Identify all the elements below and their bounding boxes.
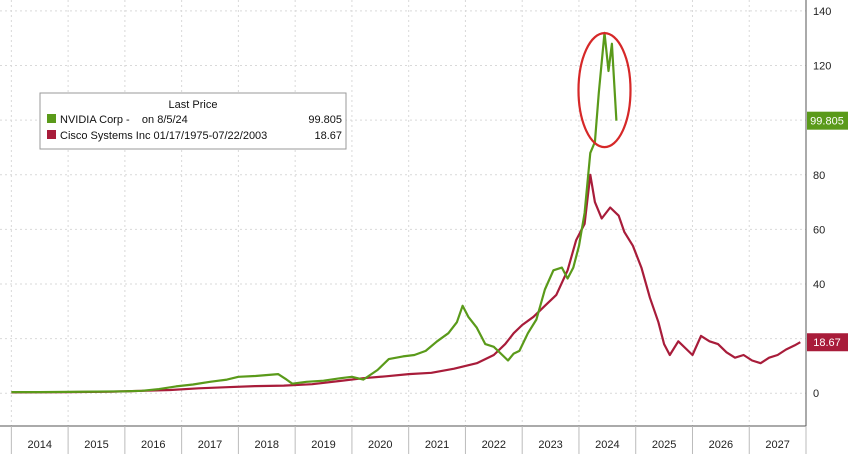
x-tick-label: 2019 bbox=[311, 439, 335, 451]
legend-value-cisco: 18.67 bbox=[314, 130, 342, 142]
x-tick-label: 2014 bbox=[27, 439, 51, 451]
legend-label-cisco: Cisco Systems Inc 01/17/1975-07/22/2003 bbox=[60, 130, 267, 142]
legend-header: Last Price bbox=[169, 99, 218, 111]
last-value-text-cisco: 18.67 bbox=[813, 337, 841, 349]
legend-box bbox=[39, 92, 347, 150]
x-tick-label: 2026 bbox=[709, 439, 733, 451]
y-tick-label: 140 bbox=[813, 6, 831, 18]
y-tick-label: 60 bbox=[813, 224, 825, 236]
legend-swatch-nvidia bbox=[47, 114, 56, 123]
x-tick-label: 2023 bbox=[538, 439, 562, 451]
x-tick-label: 2022 bbox=[482, 439, 506, 451]
series-layer bbox=[11, 31, 801, 394]
y-tick-label: 0 bbox=[813, 388, 819, 400]
x-tick-label: 2024 bbox=[595, 439, 619, 451]
y-tick-label: 40 bbox=[813, 279, 825, 291]
last-value-text-nvidia: 99.805 bbox=[810, 116, 844, 128]
x-tick-label: 2027 bbox=[765, 439, 789, 451]
y-tick-label: 80 bbox=[813, 170, 825, 182]
annotation-circle bbox=[577, 32, 632, 149]
series-line-nvidia bbox=[11, 31, 618, 394]
x-tick-label: 2025 bbox=[652, 439, 676, 451]
last-value-badge-nvidia bbox=[807, 111, 848, 130]
legend-label-nvidia: NVIDIA Corp - on 8/5/24 bbox=[60, 114, 188, 126]
annotation-layer bbox=[577, 32, 632, 149]
series-line-cisco bbox=[11, 173, 801, 394]
x-tick-label: 2018 bbox=[255, 439, 279, 451]
last-value-labels: 99.805 18.67 bbox=[807, 111, 848, 352]
legend-value-nvidia: 99.805 bbox=[308, 114, 342, 126]
last-value-badge-cisco bbox=[807, 333, 848, 352]
x-tick-label: 2021 bbox=[425, 439, 449, 451]
y-tick-label: 120 bbox=[813, 61, 831, 73]
x-tick-label: 2015 bbox=[84, 439, 108, 451]
legend-swatch-cisco bbox=[47, 130, 56, 139]
x-tick-label: 2017 bbox=[198, 439, 222, 451]
gridlines bbox=[0, 0, 807, 426]
legend: Last Price NVIDIA Corp - on 8/5/24 99.80… bbox=[39, 92, 347, 150]
x-tick-label: 2020 bbox=[368, 439, 392, 451]
x-tick-label: 2016 bbox=[141, 439, 165, 451]
